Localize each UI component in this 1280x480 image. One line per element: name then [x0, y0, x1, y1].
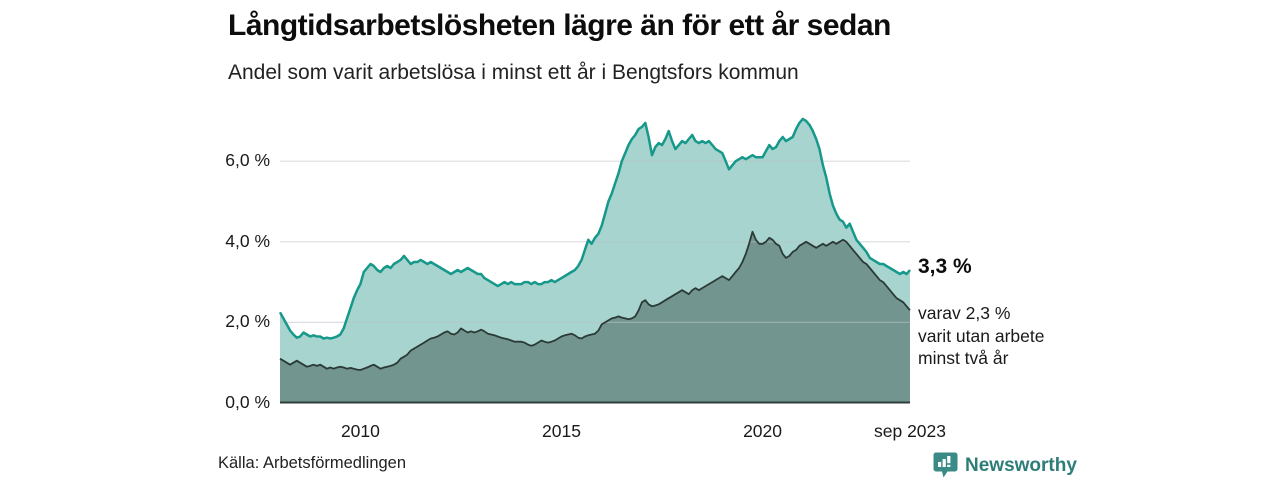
area-chart [278, 117, 911, 404]
x-tick-label: 2020 [743, 421, 783, 441]
x-tick-label: 2015 [542, 421, 581, 441]
end-note-line: varit utan arbete [918, 325, 1045, 346]
y-tick-label: 2,0 % [225, 311, 270, 332]
y-tick-label: 6,0 % [225, 150, 270, 171]
newsworthy-logo-icon [933, 452, 958, 478]
source-label: Källa: Arbetsförmedlingen [218, 454, 407, 472]
y-tick-label: 4,0 % [225, 230, 270, 251]
y-tick-label: 0,0 % [225, 392, 270, 412]
page-title: Långtidsarbetslösheten lägre än för ett … [228, 9, 891, 42]
x-tick-label: 2010 [340, 421, 380, 441]
series-area-1 [280, 231, 910, 403]
series-line-0 [278, 117, 911, 340]
page-subtitle: Andel som varit arbetslösa i minst ett å… [228, 61, 799, 84]
brand-name: Newsworthy [965, 454, 1077, 476]
brand: Newsworthy [933, 452, 1077, 479]
end-note-line: minst två år [918, 348, 1009, 368]
end-note: varav 2,3 % varit utan arbete minst två … [918, 302, 1044, 370]
series-line-1 [279, 230, 911, 371]
end-value-label: 3,3 % [918, 255, 972, 278]
x-tick-label: sep 2023 [873, 421, 947, 441]
end-note-line: varav 2,3 % [918, 303, 1011, 323]
